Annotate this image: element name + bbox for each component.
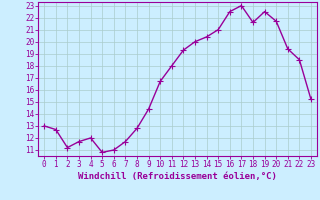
X-axis label: Windchill (Refroidissement éolien,°C): Windchill (Refroidissement éolien,°C): [78, 172, 277, 181]
